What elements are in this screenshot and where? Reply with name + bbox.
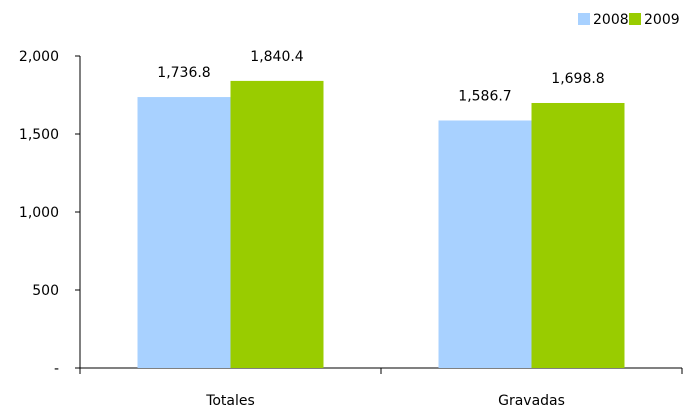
legend: 2008 2009 (578, 12, 680, 28)
category-label-gravadas: Gravadas (498, 393, 565, 409)
y-tick-label: 500 (32, 283, 59, 299)
category-label-totales: Totales (205, 393, 255, 409)
x-axis (79, 367, 683, 374)
legend-label-2009: 2009 (644, 12, 680, 28)
legend-label-2008: 2008 (593, 12, 629, 28)
y-tick-label: 2,000 (19, 49, 59, 65)
legend-swatch-2009 (629, 13, 641, 25)
y-tick-label: 1,500 (19, 127, 59, 143)
data-label-gravadas-2009: 1,698.8 (551, 71, 604, 87)
y-tick-label: 1,000 (19, 205, 59, 221)
bar-gravadas-2009 (531, 102, 625, 369)
y-tick-label: - (54, 361, 59, 377)
bar-totales-2009 (230, 80, 324, 369)
category-labels: Totales Gravadas (205, 393, 565, 409)
bar-gravadas-2008 (438, 120, 532, 369)
data-label-totales-2009: 1,840.4 (250, 49, 304, 65)
data-labels: 1,736.8 1,840.4 1,586.7 1,698.8 (157, 49, 604, 105)
data-label-gravadas-2008: 1,586.7 (458, 88, 511, 104)
legend-swatch-2008 (578, 13, 590, 25)
bar-totales-2008 (137, 97, 231, 368)
y-axis: - 500 1,000 1,500 2,000 (19, 49, 81, 377)
data-label-totales-2008: 1,736.8 (157, 65, 210, 81)
bars (137, 80, 625, 369)
